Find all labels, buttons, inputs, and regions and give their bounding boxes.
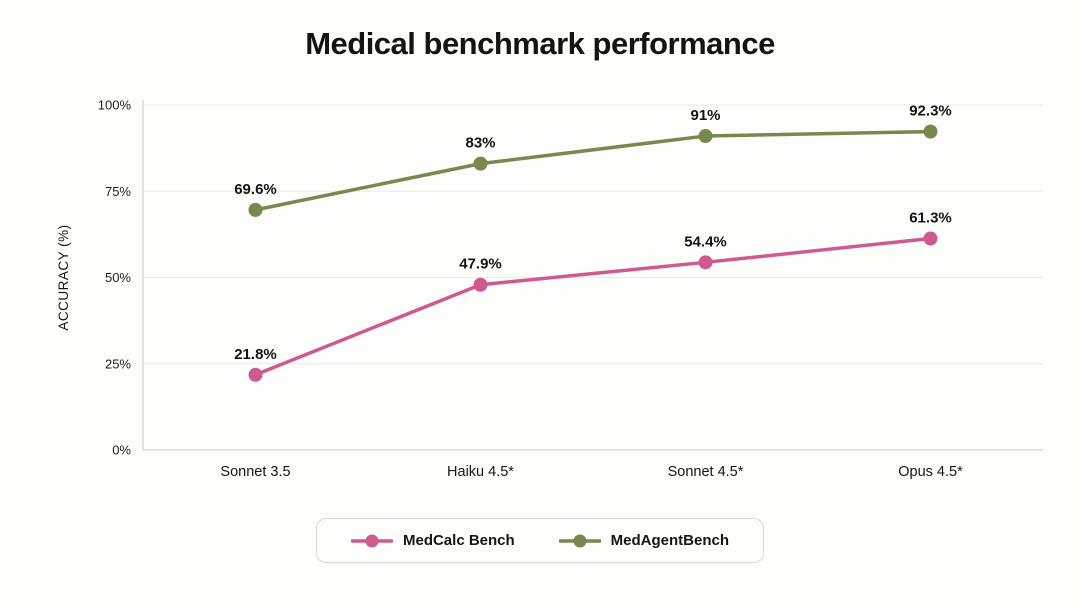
x-tick-label: Opus 4.5* — [898, 464, 963, 480]
data-point-label: 91% — [690, 107, 720, 124]
data-point-label: 54.4% — [684, 233, 727, 250]
legend-item-medagentbench: MedAgentBench — [558, 532, 730, 549]
legend-marker-icon — [350, 534, 393, 547]
x-tick-label: Sonnet 3.5 — [220, 464, 290, 480]
data-point-marker — [923, 124, 938, 139]
data-point-marker — [698, 129, 713, 144]
data-point-marker — [473, 277, 488, 292]
legend-item-medcalc-bench: MedCalc Bench — [350, 532, 515, 549]
y-tick-label: 50% — [105, 270, 131, 285]
data-point-label: 69.6% — [234, 181, 277, 198]
data-point-marker — [473, 156, 488, 171]
x-tick-label: Sonnet 4.5* — [668, 464, 744, 480]
data-point-marker — [248, 367, 263, 382]
legend-label: MedAgentBench — [610, 532, 730, 549]
chart-legend: MedCalc Bench MedAgentBench — [315, 518, 765, 563]
legend-label: MedCalc Bench — [402, 532, 515, 549]
y-axis-label: ACCURACY (%) — [56, 224, 71, 330]
y-tick-label: 25% — [105, 356, 131, 371]
legend-marker-icon — [558, 534, 601, 547]
y-tick-label: 75% — [105, 184, 131, 199]
data-point-label: 21.8% — [234, 346, 277, 363]
x-tick-label: Haiku 4.5* — [447, 464, 514, 480]
chart-title: Medical benchmark performance — [305, 26, 775, 61]
data-point-marker — [923, 231, 938, 246]
data-point-label: 47.9% — [459, 256, 502, 273]
data-point-marker — [248, 202, 263, 217]
data-point-label: 61.3% — [909, 210, 952, 227]
data-point-marker — [698, 255, 713, 270]
y-tick-label: 0% — [112, 443, 131, 458]
plot-area: 0% 25% 50% 75% 100% Sonnet 3.5 Haiku 4.5* Sonne… — [0, 80, 1080, 480]
series-line — [253, 236, 933, 377]
data-point-label: 92.3% — [909, 103, 952, 120]
data-point-label: 83% — [465, 135, 495, 152]
series-line — [253, 129, 933, 212]
y-tick-label: 100% — [98, 98, 132, 113]
line-chart: 0% 25% 50% 75% 100% Sonnet 3.5 Haiku 4.5* Sonne… — [56, 98, 1043, 480]
